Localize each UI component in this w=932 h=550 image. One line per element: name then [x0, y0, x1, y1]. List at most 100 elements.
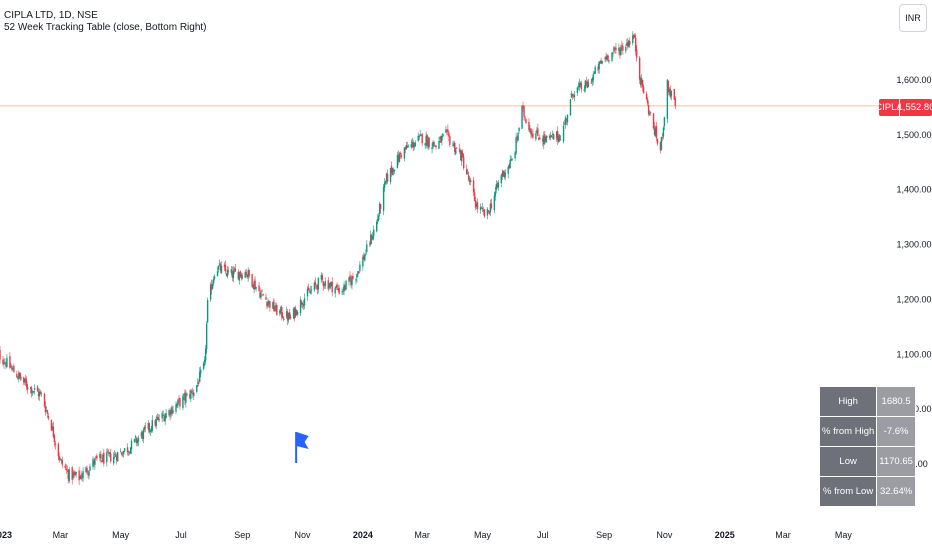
- candle-body: [134, 436, 137, 438]
- candle-body: [88, 471, 90, 476]
- candle-body: [385, 173, 388, 183]
- candle-body: [27, 387, 29, 390]
- candle-body: [490, 203, 493, 209]
- candle-body: [562, 125, 565, 142]
- candle-body: [518, 127, 520, 132]
- candle-body: [161, 413, 163, 419]
- price-tick-label: 1,600.00: [896, 75, 931, 85]
- candle-body: [424, 143, 426, 146]
- candle-body: [507, 166, 509, 174]
- candle-body: [576, 87, 579, 93]
- table-row: % from High -7.6%: [818, 416, 916, 447]
- candle-body: [386, 173, 389, 182]
- candle-body: [662, 127, 665, 137]
- candle-body: [13, 365, 15, 373]
- candle-body: [3, 362, 5, 365]
- candle-body: [604, 57, 606, 60]
- candle-body: [438, 140, 440, 149]
- time-tick-label: Mar: [775, 530, 791, 540]
- candle-body: [659, 141, 662, 151]
- candle-body: [455, 149, 457, 154]
- candle-body: [224, 264, 227, 272]
- candle-body: [16, 373, 18, 378]
- flag-icon[interactable]: [295, 432, 309, 463]
- candle-body: [44, 406, 47, 413]
- candle-body: [558, 135, 561, 141]
- candle-body: [209, 284, 212, 300]
- candle-body: [615, 47, 617, 51]
- candle-body: [196, 385, 198, 392]
- candle-body: [116, 452, 119, 462]
- candle-body: [58, 456, 61, 460]
- candle-body: [442, 134, 444, 137]
- candle-body: [529, 129, 531, 132]
- candle-body: [598, 61, 600, 70]
- candle-body: [591, 78, 593, 82]
- candle-body: [600, 60, 602, 64]
- candle-body: [315, 286, 318, 288]
- candle-body: [203, 359, 206, 363]
- table-value-high: 1680.5: [876, 386, 916, 417]
- candle-body: [538, 137, 540, 140]
- candle-body: [40, 392, 43, 394]
- candle-body: [237, 271, 239, 280]
- candle-body: [38, 391, 41, 397]
- price-tick-label: 1,100.00: [896, 349, 931, 359]
- candle-body: [141, 432, 144, 439]
- table-row: Low 1170.65: [818, 446, 916, 477]
- candle-body: [287, 312, 289, 321]
- currency-badge[interactable]: INR: [899, 4, 927, 32]
- candle-body: [583, 89, 586, 91]
- 52-week-tracking-table: High 1680.5 % from High -7.6% Low 1170.6…: [818, 386, 916, 507]
- candle-body: [522, 106, 524, 108]
- candle-body: [552, 134, 555, 140]
- candle-body: [275, 304, 277, 311]
- candle-body: [417, 135, 419, 141]
- candle-body: [646, 99, 649, 104]
- candle-body: [251, 274, 253, 287]
- table-label-pct-from-low: % from Low: [818, 476, 878, 507]
- symbol-title[interactable]: CIPLA LTD, 1D, NSE: [4, 10, 98, 21]
- candle-body: [260, 293, 262, 297]
- candle-body: [539, 137, 541, 140]
- candle-body: [530, 128, 532, 135]
- candle-body: [370, 234, 372, 245]
- candle-body: [445, 129, 447, 133]
- candle-body: [110, 453, 112, 462]
- candle-body: [220, 265, 223, 273]
- candle-body: [468, 179, 471, 183]
- candle-body: [454, 142, 456, 153]
- candle-body: [569, 99, 572, 116]
- candle-body: [372, 236, 374, 240]
- candle-body: [501, 173, 503, 177]
- candle-body: [140, 432, 143, 437]
- candle-body: [102, 454, 104, 462]
- candle-body: [573, 94, 576, 98]
- time-tick-label: Jul: [175, 530, 187, 540]
- candle-body: [670, 90, 673, 97]
- candle-body: [425, 135, 427, 145]
- candle-body: [456, 147, 458, 149]
- candle-body: [170, 408, 172, 414]
- candle-body: [121, 455, 124, 457]
- candle-body: [613, 47, 615, 52]
- candle-body: [606, 55, 608, 60]
- candle-body: [78, 470, 80, 481]
- candle-body: [531, 134, 533, 136]
- candle-body: [577, 86, 580, 88]
- candle-body: [9, 356, 11, 368]
- candle-body: [81, 476, 83, 478]
- candle-body: [427, 139, 429, 149]
- candle-body: [217, 265, 220, 270]
- candle-body: [611, 52, 613, 61]
- candle-body: [359, 264, 361, 272]
- flag-marker[interactable]: [295, 432, 309, 463]
- candle-body: [33, 388, 36, 390]
- candle-body: [365, 253, 367, 255]
- candle-body: [396, 154, 399, 169]
- candle-body: [6, 357, 8, 367]
- indicator-title[interactable]: 52 Week Tracking Table (close, Bottom Ri…: [4, 22, 207, 33]
- candle-body: [656, 139, 659, 144]
- time-axis[interactable]: 2023 Mar May Jul Sep Nov 2024 Mar May Jul Sep Nov 20…: [0, 530, 852, 540]
